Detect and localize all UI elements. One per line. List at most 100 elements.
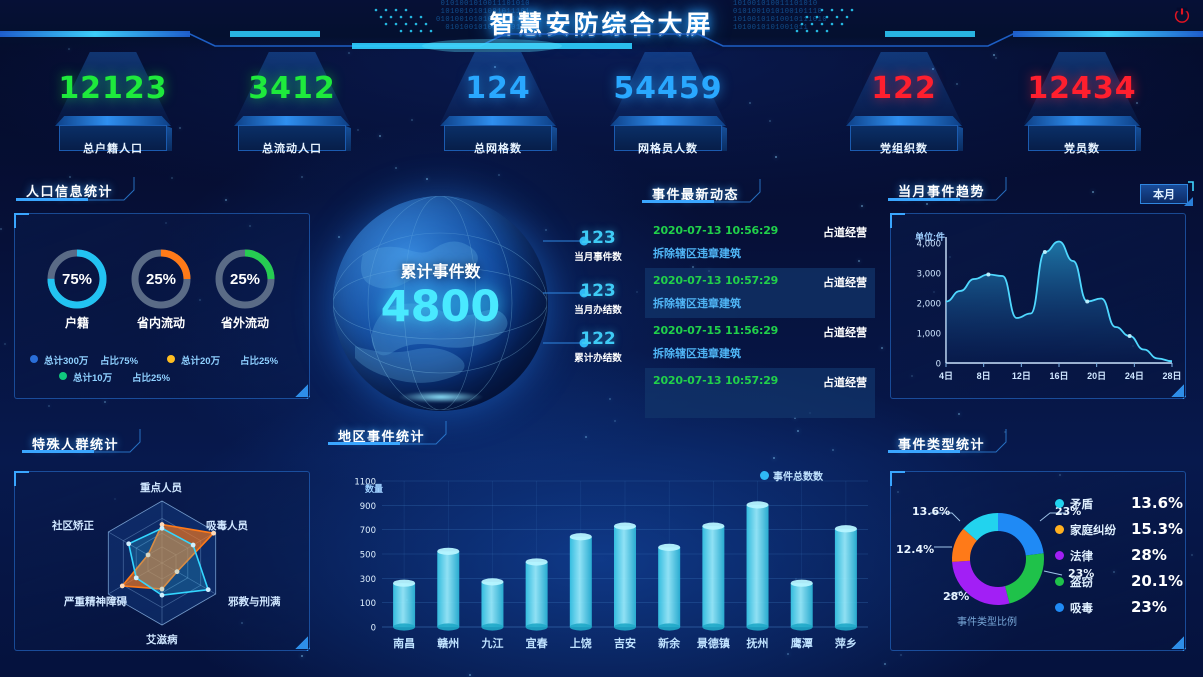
svg-text:0: 0 <box>371 624 376 634</box>
globe-connector-0: 123 当月事件数 <box>566 228 630 263</box>
kpi-card-3: 54459 网格员人数 <box>588 52 748 160</box>
kpi-pedestal: 总流动人口 <box>234 116 350 158</box>
donut-legend-dot-0 <box>1055 499 1064 508</box>
legend-total-2: 总计10万 <box>73 370 112 384</box>
kpi-pedestal-body: 总户籍人口 <box>59 125 167 151</box>
event-type: 占道经营 <box>823 274 867 290</box>
svg-text:2,000: 2,000 <box>917 300 941 310</box>
connector-label: 当月办结数 <box>566 302 630 316</box>
trend-area-chart: 0 1,000 2,000 3,000 4,000 4日 8日 12日 16日 20日 24日 28日 <box>890 213 1186 399</box>
donut-callout-0: 13.6% <box>912 505 950 518</box>
header-divider <box>0 30 1203 52</box>
bar-legend-dot <box>760 471 769 480</box>
kpi-pedestal-body: 党员数 <box>1028 125 1136 151</box>
gauge-0: 75% 户籍 <box>46 248 108 310</box>
gauge-label: 省内流动 <box>116 314 206 331</box>
kpi-value: 122 <box>824 74 984 104</box>
event-type: 占道经营 <box>823 374 867 390</box>
events-title-deco <box>642 178 767 204</box>
svg-text:4日: 4日 <box>939 371 953 381</box>
donut-caption: 事件类型比例 <box>957 613 1017 628</box>
gauge-value: 75% <box>46 248 108 310</box>
kpi-pedestal: 党组织数 <box>846 116 962 158</box>
svg-text:4,000: 4,000 <box>917 240 941 250</box>
radar-axis-label: 艾滋病 <box>146 632 178 647</box>
bar-category-label: 新余 <box>648 635 690 651</box>
svg-text:0: 0 <box>936 360 941 370</box>
bar-category-label: 景德镇 <box>692 635 734 651</box>
donut-legend-value-0: 13.6% <box>1131 494 1183 512</box>
kpi-label: 党员数 <box>1029 140 1135 156</box>
power-icon[interactable] <box>1173 6 1191 24</box>
radar-axis-label: 社区矫正 <box>52 518 94 533</box>
svg-text:12日: 12日 <box>1012 371 1031 381</box>
event-row[interactable]: 2020-07-13 10:56:29 占道经营 拆除辖区违章建筑 <box>645 218 875 268</box>
event-time: 2020-07-13 10:57:29 <box>653 274 778 287</box>
svg-text:3,000: 3,000 <box>917 270 941 280</box>
svg-text:28日: 28日 <box>1162 371 1181 381</box>
kpi-value: 124 <box>418 74 578 104</box>
event-row[interactable]: 2020-07-15 11:56:29 占道经营 拆除辖区违章建筑 <box>645 318 875 368</box>
kpi-card-2: 124 总网格数 <box>418 52 578 160</box>
kpi-value: 54459 <box>588 74 748 104</box>
donut-legend-value-3: 20.1% <box>1131 572 1183 590</box>
month-button-bracket <box>1136 181 1194 207</box>
kpi-label: 总网格数 <box>445 140 551 156</box>
donut-legend-label-4: 吸毒 <box>1070 600 1093 616</box>
gauge-value: 25% <box>130 248 192 310</box>
bar-category-label: 鹰潭 <box>781 635 823 651</box>
gauge-label: 省外流动 <box>200 314 290 331</box>
kpi-pedestal-body: 总流动人口 <box>238 125 346 151</box>
region-title-deco <box>328 420 453 446</box>
donut-legend-label-0: 矛盾 <box>1070 496 1093 512</box>
event-desc: 拆除辖区违章建筑 <box>653 295 741 311</box>
globe-widget: 累计事件数 4800 <box>333 196 548 411</box>
bar-category-label: 吉安 <box>604 635 646 651</box>
globe-value: 4800 <box>333 282 548 332</box>
donut-legend-label-1: 家庭纠纷 <box>1070 522 1116 538</box>
kpi-label: 党组织数 <box>851 140 957 156</box>
kpi-pedestal-body: 党组织数 <box>850 125 958 151</box>
donut-callout-3: 28% <box>943 590 969 603</box>
kpi-label: 总户籍人口 <box>60 140 166 156</box>
globe-label: 累计事件数 <box>333 258 548 282</box>
bar-category-label: 抚州 <box>737 635 779 651</box>
event-type: 占道经营 <box>823 224 867 240</box>
legend-total-1: 总计20万 <box>181 353 220 367</box>
svg-text:900: 900 <box>360 502 376 512</box>
svg-text:24日: 24日 <box>1125 371 1144 381</box>
kpi-card-4: 122 党组织数 <box>824 52 984 160</box>
legend-dot-1 <box>167 355 175 363</box>
svg-text:8日: 8日 <box>977 371 991 381</box>
event-row[interactable]: 2020-07-13 10:57:29 占道经营 <box>645 368 875 418</box>
svg-text:300: 300 <box>360 575 376 585</box>
svg-text:1,000: 1,000 <box>917 330 941 340</box>
connector-value: 123 <box>566 228 630 248</box>
bar-category-label: 宜春 <box>516 635 558 651</box>
kpi-pedestal: 党员数 <box>1024 116 1140 158</box>
svg-text:100: 100 <box>360 599 376 609</box>
donut-legend-value-2: 28% <box>1131 546 1167 564</box>
radar-axis-label: 重点人员 <box>140 480 182 495</box>
svg-text:16日: 16日 <box>1049 371 1068 381</box>
event-row[interactable]: 2020-07-13 10:57:29 占道经营拆除辖区违章建筑 <box>645 268 875 318</box>
kpi-label: 总流动人口 <box>239 140 345 156</box>
connector-value: 123 <box>566 281 630 301</box>
legend-total-0: 总计300万 <box>44 353 88 367</box>
radar-axis-label: 吸毒人员 <box>206 518 248 533</box>
bar-category-label: 赣州 <box>427 635 469 651</box>
legend-share-0: 占比75% <box>100 353 138 367</box>
events-list[interactable]: 2020-07-13 10:56:29 占道经营 拆除辖区违章建筑 2020-07-1… <box>645 218 875 403</box>
bar-category-label: 九江 <box>471 635 513 651</box>
donut-legend-dot-4 <box>1055 603 1064 612</box>
bar-category-label: 南昌 <box>383 635 425 651</box>
event-time: 2020-07-15 11:56:29 <box>653 324 778 337</box>
donut-legend-dot-1 <box>1055 525 1064 534</box>
svg-text:500: 500 <box>360 551 376 561</box>
donut-legend-dot-2 <box>1055 551 1064 560</box>
kpi-label: 网格员人数 <box>615 140 721 156</box>
kpi-card-0: 12123 总户籍人口 <box>33 52 193 160</box>
region-bar-chart: 01003005007009001100 <box>330 455 880 655</box>
kpi-pedestal-body: 总网格数 <box>444 125 552 151</box>
connector-label: 当月事件数 <box>566 249 630 263</box>
